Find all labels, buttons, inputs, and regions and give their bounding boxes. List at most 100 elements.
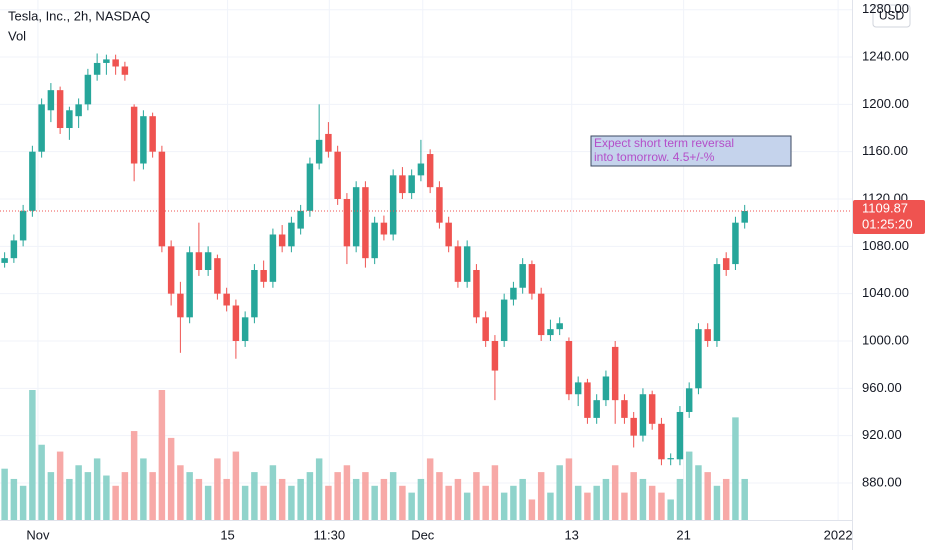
candle-body — [10, 240, 18, 259]
candle-body — [408, 175, 415, 194]
chart-title: Tesla, Inc., 2h, NASDAQ — [8, 8, 150, 23]
candle-body — [584, 382, 591, 418]
candle-body — [399, 175, 406, 194]
candle-body — [611, 346, 619, 401]
candle-body — [732, 222, 739, 265]
volume-label: Vol — [8, 28, 26, 43]
candle-body — [158, 151, 166, 247]
candle-body — [722, 258, 730, 270]
volume-bar — [732, 417, 739, 520]
candle-body — [685, 388, 693, 412]
volume-bar — [343, 465, 351, 520]
candle-body — [556, 323, 563, 330]
candle-body — [186, 252, 193, 318]
currency-button[interactable] — [872, 4, 911, 28]
volume-bar — [593, 485, 600, 520]
candle-body — [621, 400, 628, 418]
x-tick-label: 21 — [676, 527, 690, 542]
volume-bar — [722, 478, 730, 520]
candle-body — [593, 400, 600, 418]
candle-body — [473, 269, 480, 318]
candle-body — [29, 151, 36, 211]
last-price-label: 1109.87 — [862, 200, 908, 215]
candle-body — [445, 222, 452, 247]
x-tick-label: Dec — [411, 527, 435, 542]
volume-bar — [704, 472, 711, 520]
volume-bar — [177, 465, 184, 520]
candle-body — [537, 293, 545, 336]
candle-body — [510, 287, 517, 300]
y-tick-label: 1080.00 — [862, 238, 909, 253]
candle-body — [713, 264, 721, 341]
candle-body — [223, 293, 230, 306]
volume-bar — [676, 478, 684, 520]
volume-bar — [630, 472, 637, 520]
volume-bar — [75, 465, 82, 520]
volume-bar — [232, 451, 240, 520]
volume-bar — [288, 485, 295, 520]
volume-bar — [426, 458, 434, 520]
x-tick-label: 2022 — [824, 527, 853, 542]
volume-bar — [473, 472, 480, 520]
volume-bar — [685, 451, 693, 520]
candle-body — [121, 66, 129, 75]
candle-body — [130, 106, 138, 164]
candle-body — [288, 222, 295, 247]
volume-bar — [204, 485, 212, 520]
candle-body — [574, 382, 582, 395]
x-tick-label: Nov — [26, 527, 50, 542]
candle-body — [380, 222, 388, 235]
candle-body — [278, 234, 286, 247]
volume-bar — [528, 499, 536, 520]
y-tick-label: 1000.00 — [862, 332, 909, 347]
y-tick-label: 1280.00 — [862, 1, 909, 16]
volume-bar — [399, 485, 406, 520]
volume-bar — [547, 492, 554, 520]
countdown-label: 01:25:20 — [862, 216, 913, 231]
volume-bar — [103, 475, 110, 520]
x-tick-label: 13 — [564, 527, 578, 542]
volume-bar — [260, 485, 267, 520]
volume-bar — [371, 485, 378, 520]
y-tick-label: 920.00 — [862, 427, 902, 442]
candle-body — [66, 110, 73, 129]
candle-body — [260, 269, 267, 282]
annotation-box — [590, 135, 792, 167]
volume-bar — [380, 478, 388, 520]
annotation-text: Expect short term reversal — [594, 136, 734, 150]
candle-body — [547, 329, 554, 336]
candle-body — [417, 163, 425, 176]
volume-bar — [658, 492, 665, 520]
candle-body — [676, 411, 684, 460]
y-tick-label: 960.00 — [862, 380, 902, 395]
volume-bar — [408, 492, 415, 520]
volume-bar — [241, 485, 249, 520]
candle-body — [695, 329, 702, 389]
candle-body — [214, 258, 221, 294]
candle-body — [315, 139, 323, 164]
volume-bar — [417, 478, 425, 520]
candle-body — [177, 293, 184, 318]
volume-bar — [556, 465, 563, 520]
candle-body — [639, 394, 647, 436]
candle-body — [251, 269, 258, 318]
y-tick-label: 1200.00 — [862, 96, 909, 111]
candle-body — [84, 74, 92, 105]
volume-bar — [500, 492, 508, 520]
volume-bar — [315, 458, 323, 520]
volume-bar — [121, 472, 129, 520]
volume-bar — [167, 437, 175, 520]
volume-bar — [352, 478, 360, 520]
volume-bar — [214, 458, 221, 520]
candle-body — [426, 154, 434, 188]
volume-bar — [519, 478, 526, 520]
candle-body — [38, 104, 45, 152]
candle-body — [112, 59, 119, 67]
x-tick-label: 15 — [220, 527, 234, 542]
candle-body — [658, 423, 665, 460]
volume-bar — [565, 458, 573, 520]
candle-body — [371, 222, 378, 259]
volume-bar — [29, 390, 36, 520]
volume-bar — [66, 478, 73, 520]
